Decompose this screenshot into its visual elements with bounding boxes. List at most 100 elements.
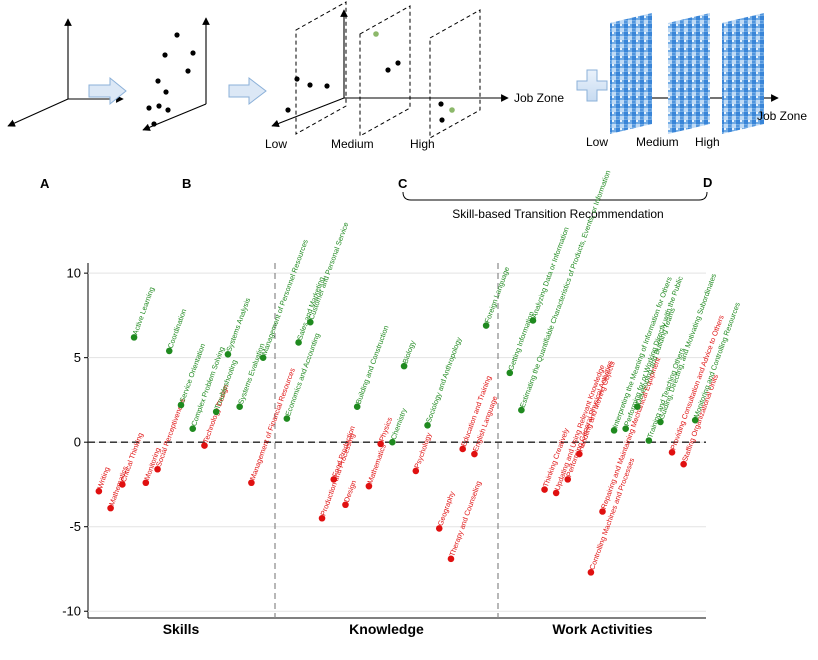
data-point: [224, 350, 232, 358]
data-point: [189, 425, 197, 432]
data-point: [142, 479, 150, 487]
data-point: [400, 362, 408, 370]
point-label: Geography: [436, 490, 457, 527]
data-point: [154, 465, 161, 473]
data-point: [365, 482, 373, 490]
y-tick-label: 10: [67, 266, 81, 281]
data-point: [353, 403, 361, 410]
panel-a-axes: [7, 18, 124, 127]
data-point: [459, 445, 466, 453]
block-arrow-b-c: [228, 76, 267, 106]
data-point: [283, 415, 291, 422]
point-label: Biology: [401, 339, 418, 365]
data-point: [610, 427, 618, 434]
data-point: [342, 501, 349, 509]
point-label: Foreign Language: [483, 265, 512, 324]
bracket: [402, 191, 708, 201]
point-label: Sociology and Anthropology: [424, 336, 464, 424]
data-point: [424, 421, 431, 429]
data-point: [518, 406, 525, 414]
block-arrow-a-b: [88, 76, 127, 106]
data-point: [377, 440, 384, 448]
data-point: [599, 508, 606, 515]
point-label: Design: [342, 479, 358, 503]
point-label: Building and Construction: [354, 324, 391, 405]
data-point: [541, 486, 548, 493]
level-high-d: High: [695, 135, 720, 149]
group-label: Work Activities: [552, 621, 653, 637]
point-label: Active Learning: [130, 286, 156, 336]
y-tick-label: 0: [74, 435, 81, 450]
data-point: [165, 347, 173, 355]
level-high-c: High: [410, 137, 435, 151]
group-label: Skills: [163, 621, 200, 637]
data-point: [447, 555, 455, 563]
level-low-c: Low: [265, 137, 287, 151]
data-point: [529, 317, 537, 324]
y-tick-label: 5: [74, 350, 81, 365]
data-point: [212, 408, 220, 416]
y-tick-label: -5: [69, 519, 81, 534]
point-label: Writing: [95, 466, 111, 490]
group-label: Knowledge: [349, 621, 424, 637]
panel-letter-b: B: [182, 176, 191, 191]
data-point: [471, 450, 478, 458]
job-zone-label-d: Job Zone: [757, 109, 807, 123]
data-point: [576, 450, 583, 458]
data-point: [564, 476, 572, 483]
panel-letter-c: C: [398, 176, 408, 191]
data-point: [435, 525, 443, 532]
panel-letter-d: D: [703, 175, 712, 190]
panel-c-planes: [295, 1, 481, 139]
job-zone-label-c: Job Zone: [514, 91, 564, 105]
data-point: [482, 322, 490, 329]
data-point: [295, 339, 302, 346]
point-label: Customer and Personal Service: [307, 221, 351, 321]
panel-b-points: [146, 32, 196, 127]
panel-c-axes: [271, 9, 509, 128]
data-point: [130, 334, 138, 341]
panel-c-points: [285, 31, 455, 123]
data-point: [107, 504, 114, 512]
data-point: [177, 401, 185, 409]
level-low-d: Low: [586, 135, 608, 149]
data-point: [633, 403, 641, 410]
data-point: [657, 418, 664, 426]
scatter-chart: -10 -5 0 5 10 Writing Mathematics Critical Thi…: [62, 169, 742, 637]
bracket-label: Skill-based Transition Recommendation: [452, 207, 663, 221]
data-point: [587, 569, 595, 576]
data-point: [668, 449, 676, 456]
data-point: [412, 467, 420, 475]
data-point: [622, 425, 629, 432]
plus-icon: [576, 69, 608, 102]
data-point: [95, 487, 103, 495]
data-point: [680, 460, 687, 468]
level-medium-d: Medium: [636, 135, 679, 149]
panel-d-heatmaps: [610, 13, 764, 134]
data-point: [259, 354, 267, 361]
data-point: [119, 481, 126, 488]
data-point: [248, 479, 255, 487]
data-point: [330, 476, 338, 483]
point-label: Mathematics: [365, 443, 388, 485]
y-tick-label: -10: [62, 604, 81, 619]
data-point: [318, 514, 326, 522]
data-point: [691, 416, 699, 424]
point-label: Psychology: [412, 431, 433, 469]
data-point: [201, 442, 208, 449]
panel-letter-a: A: [40, 176, 50, 191]
data-point: [645, 437, 653, 444]
data-point: [307, 318, 314, 326]
point-label: Management of Financial Resources: [248, 366, 297, 481]
data-point: [389, 438, 396, 446]
data-point: [552, 489, 560, 497]
point-label: Analyzing Data or Information: [529, 226, 570, 319]
level-medium-c: Medium: [331, 137, 374, 151]
point-label: Systems Analysis: [224, 296, 252, 353]
point-label: Coordination: [166, 308, 189, 350]
point-label: Critical Thinking: [119, 431, 145, 483]
data-point: [236, 403, 243, 410]
data-point: [506, 369, 514, 377]
point-label: Therapy and Counseling: [447, 480, 483, 558]
